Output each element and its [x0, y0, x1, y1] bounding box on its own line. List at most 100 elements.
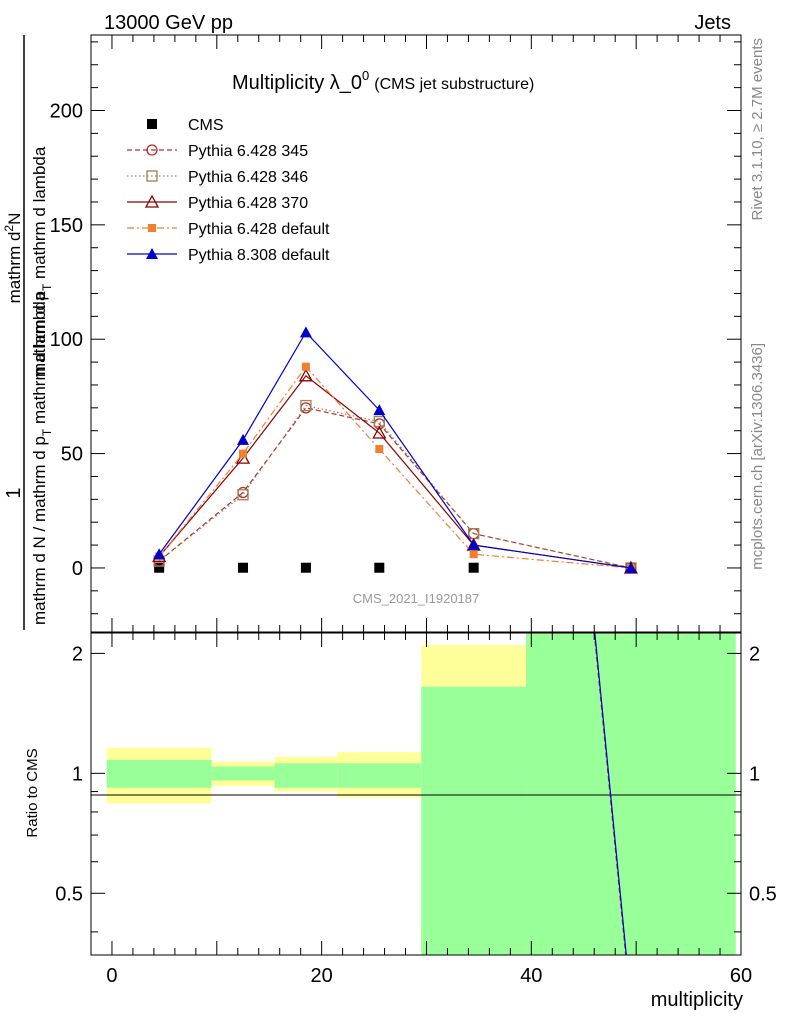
ratio-y-ticks: 0.5 0.5 1 1 2 2: [55, 643, 777, 933]
ylabel-rest: mathrm d lambda: [30, 291, 49, 429]
main-y-axis-label: 1 mathrm d N / mathrm d pT mathrm d lamb…: [2, 35, 54, 630]
ylabel-right-denominator: mathrm d pT mathrm d lambda: [30, 146, 54, 377]
ylabel-main: mathrm d N / mathrm d p: [30, 436, 49, 625]
ylabel-right-numerator: mathrm d2N: [2, 213, 24, 304]
main-x-ticks: [111, 35, 742, 632]
data-point: [373, 404, 386, 416]
legend-item: Pythia 6.428 346: [127, 169, 308, 186]
ratio-y-tick-label-right: 1: [749, 763, 760, 785]
legend-label: Pythia 6.428 345: [188, 143, 308, 160]
ratio-inner-band: [337, 763, 422, 788]
ratio-y-tick-label: 1: [72, 763, 83, 785]
ylabel-numerator: 1: [3, 487, 25, 498]
data-point: [153, 548, 166, 560]
rivet-version-label: Rivet 3.1.10, ≥ 2.7M events: [749, 38, 766, 221]
series-5: [153, 326, 637, 573]
data-point: [237, 433, 250, 445]
series-line: [158, 404, 632, 569]
series-line: [158, 331, 632, 569]
ylabel-right-2-main: mathrm d p: [30, 291, 49, 377]
data-point: [235, 450, 251, 464]
ratio-y-tick-label-right: 2: [749, 643, 760, 665]
legend-marker: [148, 224, 156, 232]
header-right: Jets: [694, 12, 731, 34]
data-point: [467, 539, 480, 551]
data-point: [374, 562, 385, 573]
series-line: [158, 374, 632, 569]
legend-marker: [146, 248, 158, 259]
header-left: 13000 GeV pp: [104, 12, 233, 34]
data-point: [469, 550, 478, 559]
x-tick-label: 0: [106, 965, 117, 987]
ratio-curve: [594, 632, 627, 956]
data-point: [300, 562, 311, 573]
main-y-tick-label: 100: [50, 329, 83, 351]
data-point: [372, 425, 387, 439]
legend-marker: [144, 194, 160, 208]
main-series: [152, 326, 639, 574]
chart-subtitle: (CMS jet substructure): [374, 76, 534, 93]
legend-label: Pythia 8.308 default: [188, 247, 330, 264]
chart-title: Multiplicity λ_00 (CMS jet substructure): [232, 68, 534, 94]
legend-label: Pythia 6.428 370: [188, 195, 308, 212]
ratio-y-axis-label: Ratio to CMS: [24, 748, 41, 837]
ylabel-right-2-rest: mathrm d lambda: [30, 146, 49, 284]
ratio-y-tick-label-right: 0.5: [749, 883, 777, 905]
ylabel-sub: T: [40, 428, 54, 436]
main-y-tick-label: 0: [72, 558, 83, 580]
main-y-tick-label: 150: [50, 215, 83, 237]
ylabel-denominator: mathrm d N / mathrm d pT mathrm d lambda: [30, 291, 54, 625]
main-plot-frame: [90, 34, 742, 633]
ratio-bands: [106, 633, 736, 955]
data-point: [624, 561, 637, 573]
ratio-plot-frame: [90, 632, 742, 956]
main-y-tick-labels: 0 50 100 150 200: [50, 100, 83, 579]
ratio-x-ticks: 0 20 40 60: [106, 633, 752, 987]
ratio-y-tick-label: 2: [72, 643, 83, 665]
ratio-inner-band: [211, 766, 275, 781]
series-2: [153, 399, 637, 574]
legend-item: Pythia 6.428 345: [127, 143, 308, 160]
data-point: [298, 368, 314, 382]
ratio-inner-band: [274, 763, 338, 788]
chart-title-main: Multiplicity λ_0: [232, 72, 362, 94]
ratio-plot: 0.5 0.5 1 1 2 2 0 20 40 60 Ratio to CMS multipli…: [24, 632, 777, 1011]
series-3: [152, 368, 639, 574]
ylabel-right-sup: 2: [2, 225, 16, 232]
series-1: [153, 402, 637, 574]
series-0: [154, 562, 636, 573]
legend-item: CMS: [147, 117, 224, 134]
ratio-inner-band: [106, 760, 212, 788]
data-point: [154, 562, 165, 573]
data-point: [301, 362, 310, 371]
ratio-inner-band: [421, 686, 527, 955]
data-point: [237, 489, 249, 501]
x-tick-label: 60: [730, 965, 752, 987]
ratio-y-tick-label: 0.5: [55, 883, 83, 905]
legend-marker: [146, 144, 158, 156]
ylabel-right-rest: N: [5, 213, 24, 225]
ylabel-right-main: mathrm d: [5, 232, 24, 304]
legend-item: Pythia 6.428 default: [127, 221, 330, 238]
x-tick-label: 20: [311, 965, 333, 987]
main-y-ticks: [91, 41, 741, 615]
legend: CMS Pythia 6.428 345 Pythia 6.428 346 Pythi…: [127, 117, 330, 264]
legend-label: Pythia 6.428 346: [188, 169, 308, 186]
main-watermark: CMS_2021_I1920187: [353, 591, 480, 606]
series-4: [155, 362, 635, 572]
ylabel-right-2-sub: T: [40, 283, 54, 291]
legend-marker: [146, 170, 158, 182]
data-point: [239, 449, 248, 458]
main-y-tick-label: 200: [50, 100, 83, 122]
main-plot: 0 50 100 150 200 CMS_2021_I1920187 Multiplic…: [50, 34, 742, 633]
legend-item: Pythia 6.428 370: [127, 194, 308, 212]
mcplots-reference-label: mcplots.cern.ch [arXiv:1306.3436]: [749, 343, 766, 570]
data-point: [300, 399, 312, 412]
x-axis-label: multiplicity: [651, 989, 743, 1011]
data-point: [238, 562, 249, 573]
legend-marker: [147, 119, 157, 129]
ratio-curves: [593, 632, 627, 956]
data-point: [299, 326, 312, 338]
legend-item: Pythia 8.308 default: [127, 247, 330, 264]
